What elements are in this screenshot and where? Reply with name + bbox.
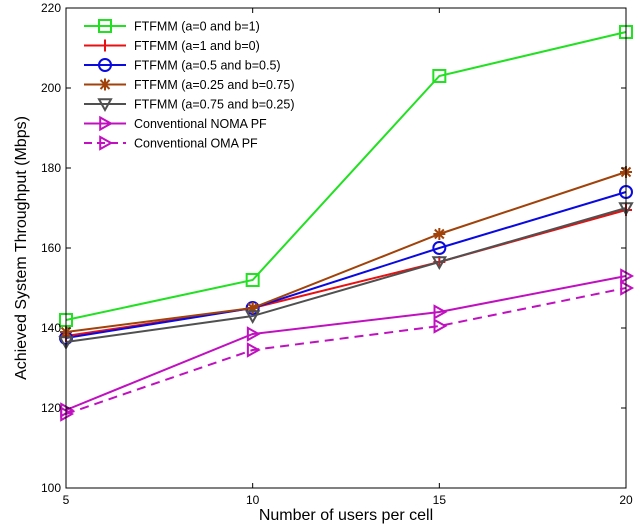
y-tick-label: 220 xyxy=(41,1,61,15)
legend: FTFMM (a=0 and b=1) FTFMM (a=1 and b=0) FT… xyxy=(84,19,295,151)
legend-entry: FTFMM (a=0.25 and b=0.75) xyxy=(84,78,295,92)
data-point xyxy=(432,69,447,83)
legend-entry: FTFMM (a=0 and b=1) xyxy=(84,19,260,34)
legend-label: Conventional OMA PF xyxy=(134,137,258,151)
series-line xyxy=(65,171,627,333)
y-tick-label: 200 xyxy=(41,81,61,95)
legend-label: Conventional NOMA PF xyxy=(134,117,267,131)
legend-marker xyxy=(99,39,111,52)
x-tick-label: 10 xyxy=(246,493,260,507)
legend-label: FTFMM (a=0.25 and b=0.75) xyxy=(134,78,295,92)
legend-marker xyxy=(99,135,114,151)
x-axis-label: Number of users per cell xyxy=(259,507,433,524)
data-point xyxy=(246,302,259,314)
series-line xyxy=(65,191,627,339)
legend-entry: FTFMM (a=0.5 and b=0.5) xyxy=(84,58,281,73)
legend-entry: Conventional OMA PF xyxy=(84,135,258,151)
series-6 xyxy=(60,268,635,418)
data-point xyxy=(433,304,448,320)
data-point xyxy=(620,280,635,296)
data-point xyxy=(431,256,448,271)
legend-marker xyxy=(99,115,114,132)
data-point xyxy=(433,318,448,334)
series-line xyxy=(65,31,627,321)
data-point xyxy=(433,228,446,240)
y-tick-label: 120 xyxy=(41,401,61,415)
y-tick-label: 140 xyxy=(41,321,61,335)
legend-marker xyxy=(98,19,112,33)
legend-marker xyxy=(97,98,113,113)
data-point xyxy=(246,342,261,358)
legend-label: FTFMM (a=1 and b=0) xyxy=(134,39,260,53)
series-line xyxy=(65,287,627,415)
legend-marker xyxy=(98,58,112,72)
data-point xyxy=(432,241,447,255)
series-7 xyxy=(60,280,635,422)
y-axis-label: Achieved System Throughput (Mbps) xyxy=(13,116,30,380)
legend-label: FTFMM (a=0.75 and b=0.25) xyxy=(134,98,295,112)
legend-entry: FTFMM (a=1 and b=0) xyxy=(84,39,260,53)
axes: 5 10 15 20 100 120 140 160 180 200 220 xyxy=(41,1,633,507)
x-tick-label: 15 xyxy=(433,493,447,507)
legend-entry: FTFMM (a=0.75 and b=0.25) xyxy=(84,98,295,113)
y-tick-label: 100 xyxy=(41,481,61,495)
data-point xyxy=(245,273,260,287)
series-line xyxy=(65,207,627,343)
data-point xyxy=(60,406,75,422)
y-tick-label: 180 xyxy=(41,161,61,175)
x-tick-label: 20 xyxy=(619,493,633,507)
y-tick-label: 160 xyxy=(41,241,61,255)
legend-entry: Conventional NOMA PF xyxy=(84,115,267,132)
x-tick-label: 5 xyxy=(63,493,70,507)
series-line xyxy=(65,275,627,411)
data-point xyxy=(620,268,635,284)
legend-label: FTFMM (a=0 and b=1) xyxy=(134,20,260,34)
data-point xyxy=(244,310,261,325)
legend-label: FTFMM (a=0.5 and b=0.5) xyxy=(134,59,281,73)
legend-marker xyxy=(99,78,111,91)
data-point xyxy=(246,326,261,342)
